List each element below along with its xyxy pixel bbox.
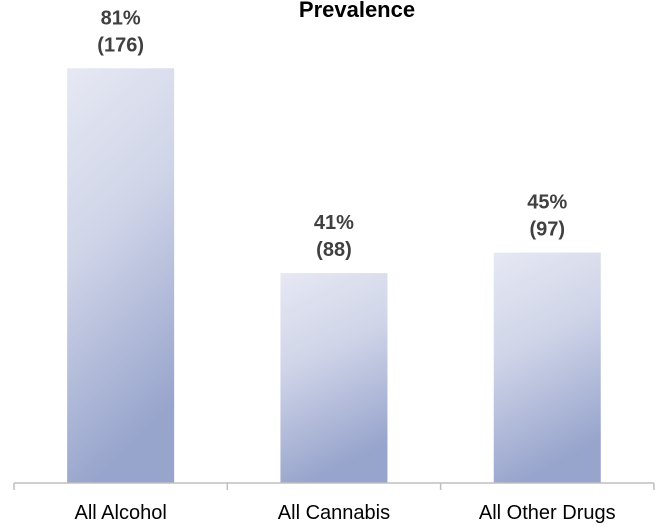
x-axis-ticks (13, 483, 655, 490)
value-labels-group: 81% (176) 41% (88) 45% (97) (97, 7, 567, 261)
bar-count-label: (97) (529, 219, 565, 241)
bar-all-other-drugs (493, 252, 601, 483)
category-label: All Alcohol (75, 502, 167, 524)
bar-all-alcohol (67, 68, 175, 483)
chart-title: Prevalence (299, 0, 415, 22)
bar-count-label: (88) (316, 239, 352, 261)
bars-group (67, 68, 601, 483)
bar-all-cannabis (280, 273, 388, 483)
bar-percent-label: 41% (314, 212, 354, 234)
bar-count-label: (176) (97, 34, 144, 56)
bar-percent-label: 45% (527, 192, 567, 214)
bar-percent-label: 81% (101, 7, 141, 29)
category-label: All Cannabis (278, 502, 390, 524)
category-labels-group: All Alcohol All Cannabis All Other Drugs (75, 502, 616, 524)
category-label: All Other Drugs (479, 502, 616, 524)
